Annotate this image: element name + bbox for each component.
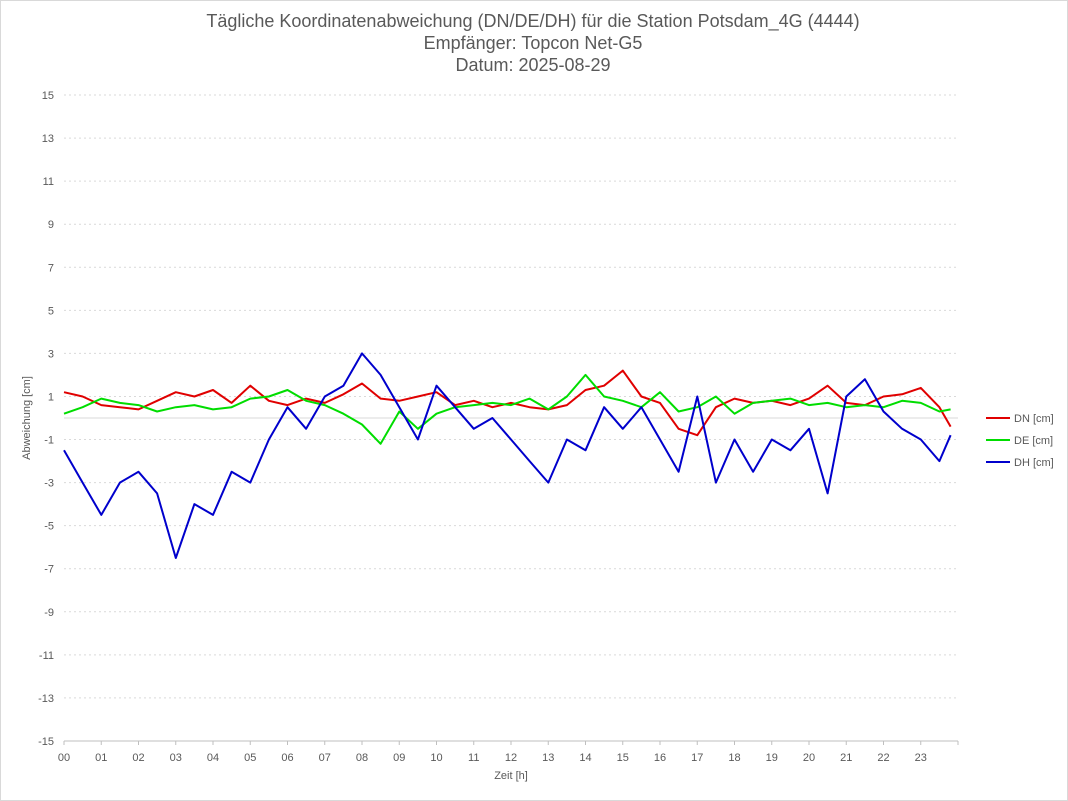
x-tick-label: 21 [840,752,852,764]
chart-subtitle-receiver: Empfänger: Topcon Net-G5 [423,33,643,53]
x-tick-label: 01 [95,752,107,764]
x-tick-label: 23 [915,752,927,764]
x-tick-label: 00 [58,752,70,764]
y-tick-label: -3 [44,478,54,490]
x-tick-label: 02 [132,752,144,764]
series-line [63,369,952,437]
x-axis-ticks: 00 01 02 03 04 05 06 07 08 09 10 11 12 13 14 15 16 17 18 19… [58,741,959,764]
chart-title: Tägliche Koordinatenabweichung (DN/DE/DH… [206,11,860,31]
x-tick-label: 09 [393,752,405,764]
x-tick-label: 04 [207,752,219,764]
x-tick-label: 18 [728,752,740,764]
y-tick-label: -1 [44,435,54,447]
legend-label: DN [cm] [1014,413,1054,425]
series-line [63,352,952,559]
y-tick-label: -5 [44,521,54,533]
chart-title-block: Tägliche Koordinatenabweichung (DN/DE/DH… [0,10,1066,76]
y-axis-ticks: 15 13 11 9 7 5 3 1 -1 -3 -5 -7 -9 -11 -13 -15 [38,90,54,748]
grid-lines [64,94,958,699]
x-tick-label: 12 [505,752,517,764]
y-tick-label: -13 [38,693,54,705]
y-tick-label: 7 [48,262,54,274]
x-axis-label: Zeit [h] [494,770,528,782]
chart-subtitle-date: Datum: 2025-08-29 [455,55,611,75]
y-tick-label: 3 [48,348,54,360]
x-tick-label: 07 [319,752,331,764]
x-tick-label: 15 [617,752,629,764]
x-tick-label: 17 [691,752,703,764]
x-tick-label: 19 [766,752,778,764]
y-tick-label: 13 [42,133,54,145]
x-tick-label: 14 [579,752,591,764]
y-tick-label: -15 [38,736,54,748]
y-tick-label: 5 [48,305,54,317]
x-tick-label: 08 [356,752,368,764]
x-tick-label: 06 [281,752,293,764]
y-axis-label: Abweichung [cm] [21,376,33,460]
x-tick-label: 13 [542,752,554,764]
y-tick-label: 1 [48,391,54,403]
y-tick-label: 15 [42,90,54,102]
x-tick-label: 05 [244,752,256,764]
y-tick-label: -11 [39,650,54,662]
y-tick-label: 11 [43,176,54,188]
x-tick-label: 20 [803,752,815,764]
x-tick-label: 03 [170,752,182,764]
y-tick-label: -7 [44,564,54,576]
series-line [63,373,951,445]
legend-label: DH [cm] [1014,457,1054,469]
x-tick-label: 11 [468,752,479,764]
x-tick-label: 10 [430,752,442,764]
legend: DN [cm] DE [cm] DH [cm] [986,413,1054,469]
y-tick-label: -9 [44,607,54,619]
y-tick-label: 9 [48,219,54,231]
legend-label: DE [cm] [1014,435,1053,447]
x-tick-label: 16 [654,752,666,764]
x-tick-label: 22 [877,752,889,764]
series-lines [63,352,952,559]
